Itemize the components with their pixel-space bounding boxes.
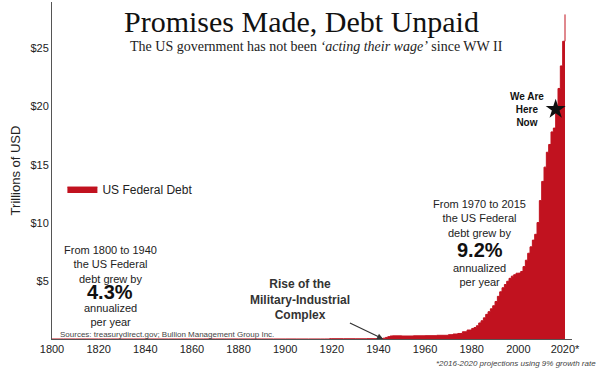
svg-text:1900: 1900 (273, 343, 297, 355)
svg-text:Rise of theMilitary-Industrial: Rise of theMilitary-IndustrialComplex (250, 277, 350, 322)
svg-text:We AreHereNow: We AreHereNow (510, 91, 544, 128)
svg-text:*2016-2020 projections using 9: *2016-2020 projections using 9% growth r… (436, 359, 596, 368)
svg-text:1840: 1840 (133, 343, 157, 355)
svg-text:1980: 1980 (459, 343, 483, 355)
svg-text:Promises Made, Debt Unpaid: Promises Made, Debt Unpaid (124, 5, 479, 38)
svg-text:$15: $15 (30, 159, 48, 171)
svg-text:Sources: treasurydirect.gov; B: Sources: treasurydirect.gov; Bullion Man… (60, 330, 274, 339)
svg-text:$5: $5 (37, 275, 49, 287)
svg-text:$10: $10 (30, 217, 48, 229)
svg-text:2000: 2000 (506, 343, 530, 355)
svg-text:annualizedper year: annualizedper year (453, 262, 506, 288)
svg-text:The US government has not been: The US government has not been ‘acting t… (130, 39, 503, 54)
svg-text:$25: $25 (30, 42, 48, 54)
svg-text:annualizedper year: annualizedper year (84, 302, 137, 328)
svg-text:Trillions of USD: Trillions of USD (8, 126, 23, 216)
svg-text:1860: 1860 (180, 343, 204, 355)
svg-text:1820: 1820 (86, 343, 110, 355)
svg-text:9.2%: 9.2% (457, 239, 503, 261)
svg-text:From 1970 to 2015the US Federa: From 1970 to 2015the US Federaldebt grew… (433, 198, 526, 239)
svg-text:4.3%: 4.3% (87, 281, 133, 303)
svg-text:1960: 1960 (413, 343, 437, 355)
svg-text:2020*: 2020* (551, 343, 580, 355)
svg-text:$20: $20 (30, 100, 48, 112)
svg-text:1800: 1800 (40, 343, 64, 355)
svg-text:US Federal Debt: US Federal Debt (102, 183, 192, 197)
svg-text:From 1800 to 1940the US Federa: From 1800 to 1940the US Federaldebt grew… (64, 244, 157, 285)
svg-text:1880: 1880 (226, 343, 250, 355)
svg-text:1920: 1920 (320, 343, 344, 355)
svg-text:1940: 1940 (366, 343, 390, 355)
